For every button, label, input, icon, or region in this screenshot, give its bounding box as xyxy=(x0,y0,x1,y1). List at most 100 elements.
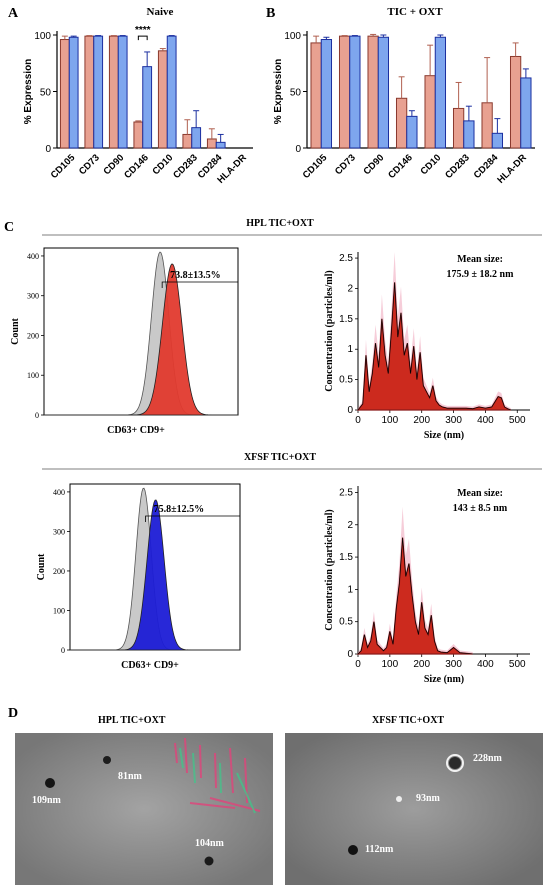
bar xyxy=(395,97,408,149)
x-axis-label: Size (nm) xyxy=(424,674,464,685)
bar xyxy=(377,36,390,149)
category-label: CD283 xyxy=(443,152,472,181)
bar-chart-tic-oxt: 0 50 100 % Expression CD105 CD73 CD90 CD146 CD10… xyxy=(273,31,535,186)
y-tick-label: 0 xyxy=(295,144,301,155)
histogram-frame xyxy=(43,247,239,416)
bar xyxy=(481,102,493,149)
panel-letter-c: C xyxy=(4,220,15,235)
x-tick-label: 300 xyxy=(445,659,462,670)
chart-a-title: Naive xyxy=(146,6,174,18)
bar xyxy=(166,35,177,149)
y-axis-label: Concentration (particles/ml) xyxy=(324,270,335,391)
bar xyxy=(133,121,144,149)
bar xyxy=(206,138,217,149)
section-hpl-title: HPL TIC+OXT xyxy=(246,218,314,229)
bar xyxy=(520,77,532,149)
tem-label-109: 109nm xyxy=(32,795,61,806)
y-tick-label: 300 xyxy=(27,292,39,301)
size-distribution xyxy=(356,282,512,411)
y-tick-label: 1.5 xyxy=(339,552,353,563)
y-tick-label: 400 xyxy=(53,488,65,497)
category-label: CD90 xyxy=(361,152,386,177)
histogram-frame xyxy=(69,483,241,651)
category-label: CD146 xyxy=(122,152,151,181)
tem-image-hpl: 81nm 109nm 104nm xyxy=(15,733,273,885)
size-distribution-line xyxy=(357,282,511,411)
significance-label: **** xyxy=(135,25,151,36)
tem-label-228: 228nm xyxy=(473,753,502,764)
y-tick-label: 400 xyxy=(27,252,39,261)
y-tick-label: 100 xyxy=(27,371,39,380)
category-label: CD73 xyxy=(77,152,102,177)
bar xyxy=(191,127,202,149)
y-tick-label: 100 xyxy=(284,31,301,42)
bar xyxy=(142,66,153,149)
bar xyxy=(68,36,79,149)
bar xyxy=(338,35,351,149)
x-tick-label: 500 xyxy=(509,415,526,426)
tem-label-81: 81nm xyxy=(118,771,142,782)
x-tick-label: 400 xyxy=(477,415,494,426)
tem-label-93: 93nm xyxy=(416,793,440,804)
y-tick-label: 200 xyxy=(27,331,39,340)
tem-left-title: HPL TIC+OXT xyxy=(98,715,166,726)
category-label: HLA-DR xyxy=(495,152,529,186)
x-tick-label: 400 xyxy=(477,659,494,670)
bar xyxy=(424,75,436,149)
bar xyxy=(491,132,504,149)
bar xyxy=(84,35,95,149)
gate-marker xyxy=(145,515,241,522)
y-tick-label: 1 xyxy=(347,584,353,595)
y-tick-label: 0 xyxy=(45,144,51,155)
error-band xyxy=(358,252,511,410)
y-axis-label: Count xyxy=(10,317,21,344)
category-label: CD10 xyxy=(418,152,443,177)
y-tick-label: 0.5 xyxy=(339,617,353,628)
bar xyxy=(215,141,226,149)
vesicle-93 xyxy=(396,796,402,802)
gate-marker xyxy=(161,281,239,288)
vesicle-112 xyxy=(348,845,358,855)
bar xyxy=(108,35,119,149)
x-axis-label: CD63+ CD9+ xyxy=(107,425,165,436)
x-axis-label: CD63+ CD9+ xyxy=(121,660,179,671)
bar xyxy=(463,120,475,149)
y-tick-label: 2 xyxy=(347,283,353,294)
mean-size-value: 175.9 ± 18.2 nm xyxy=(447,269,515,280)
gate-label: 75.8±12.5% xyxy=(154,504,205,515)
y-tick-label: 100 xyxy=(34,31,51,42)
bar xyxy=(59,39,70,149)
vesicle-104 xyxy=(204,856,214,866)
bar xyxy=(93,35,104,149)
error-band xyxy=(358,506,473,654)
tem-image-xfsf-texture xyxy=(285,733,543,885)
y-tick-label: 0 xyxy=(61,646,65,655)
category-label: CD105 xyxy=(301,152,330,181)
mean-size-title: Mean size: xyxy=(457,488,503,499)
y-tick-label: 2 xyxy=(347,520,353,531)
bar xyxy=(182,133,193,149)
bar xyxy=(310,42,322,149)
bar xyxy=(452,107,465,149)
y-tick-label: 0.5 xyxy=(339,375,353,386)
x-tick-label: 300 xyxy=(445,415,462,426)
y-axis-label: Concentration (particles/ml) xyxy=(324,509,335,630)
mean-size-value: 143 ± 8.5 nm xyxy=(453,503,508,514)
bar xyxy=(117,35,128,149)
x-tick-label: 0 xyxy=(355,659,361,670)
bar xyxy=(320,39,333,149)
y-tick-label: 1.5 xyxy=(339,314,353,325)
gate-label: 73.8±13.5% xyxy=(170,270,221,281)
control-histogram xyxy=(44,251,238,416)
vesicle-109 xyxy=(45,778,55,788)
y-axis-label: Count xyxy=(36,553,47,580)
size-distribution-line xyxy=(357,537,473,655)
x-tick-label: 200 xyxy=(413,415,430,426)
panel-letter-a: A xyxy=(8,6,19,21)
category-label: CD105 xyxy=(49,152,78,181)
y-tick-label: 0 xyxy=(347,405,353,416)
y-tick-label: 1 xyxy=(347,344,353,355)
bar xyxy=(434,36,447,149)
x-tick-label: 500 xyxy=(509,659,526,670)
